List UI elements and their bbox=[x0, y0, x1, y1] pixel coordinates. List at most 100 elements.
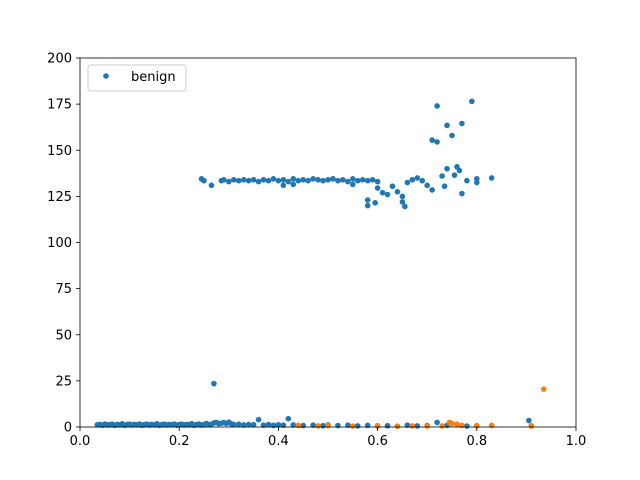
data-point bbox=[379, 189, 386, 196]
data-point bbox=[429, 137, 435, 143]
data-point bbox=[280, 422, 287, 428]
legend-marker-benign bbox=[103, 73, 109, 79]
data-point bbox=[280, 182, 287, 189]
data-point bbox=[372, 200, 378, 206]
data-point bbox=[374, 178, 381, 185]
data-point bbox=[449, 420, 455, 427]
data-point bbox=[226, 178, 232, 185]
data-point bbox=[290, 181, 297, 188]
data-point bbox=[384, 191, 391, 198]
data-point bbox=[325, 422, 331, 429]
data-point bbox=[300, 422, 307, 429]
data-point bbox=[265, 177, 272, 184]
data-point bbox=[409, 176, 416, 183]
y-tick-label: 50 bbox=[55, 328, 72, 343]
data-point bbox=[270, 176, 277, 182]
data-point bbox=[399, 199, 406, 205]
data-point bbox=[409, 423, 416, 429]
data-point bbox=[340, 176, 346, 183]
data-point bbox=[315, 423, 321, 429]
data-point bbox=[310, 176, 316, 182]
data-point bbox=[394, 188, 401, 195]
data-point bbox=[459, 190, 465, 197]
data-point bbox=[369, 176, 376, 183]
data-point bbox=[250, 421, 257, 428]
x-tick-label: 0.0 bbox=[70, 434, 91, 449]
data-point bbox=[345, 422, 351, 428]
data-point bbox=[250, 176, 257, 183]
data-point bbox=[441, 183, 448, 190]
data-point bbox=[449, 132, 455, 139]
data-point bbox=[240, 422, 247, 428]
data-point bbox=[364, 177, 371, 184]
data-point bbox=[464, 177, 470, 184]
data-point bbox=[474, 179, 480, 186]
y-tick-label: 75 bbox=[55, 282, 72, 297]
data-point bbox=[424, 182, 431, 189]
data-point bbox=[245, 421, 252, 428]
data-point bbox=[255, 178, 262, 185]
data-point bbox=[399, 193, 406, 200]
y-tick-label: 200 bbox=[47, 52, 72, 67]
x-tick-label: 1.0 bbox=[566, 434, 587, 449]
data-point bbox=[488, 175, 495, 181]
data-point bbox=[211, 380, 217, 387]
data-point bbox=[434, 103, 440, 109]
data-point bbox=[384, 422, 391, 429]
data-point bbox=[320, 177, 326, 184]
data-point bbox=[285, 178, 292, 185]
data-point bbox=[201, 177, 207, 184]
y-tick-label: 175 bbox=[47, 98, 72, 113]
data-point bbox=[414, 175, 421, 181]
x-tick-label: 0.2 bbox=[169, 434, 190, 449]
data-point bbox=[235, 421, 242, 428]
data-point bbox=[389, 183, 396, 190]
data-point bbox=[526, 417, 532, 424]
data-point bbox=[439, 423, 445, 429]
data-point bbox=[374, 185, 381, 191]
data-point bbox=[350, 181, 356, 188]
data-point bbox=[230, 421, 237, 428]
data-point bbox=[540, 386, 547, 392]
data-point bbox=[305, 177, 311, 184]
data-point bbox=[359, 176, 366, 183]
data-point bbox=[439, 173, 445, 179]
x-tick-label: 0.4 bbox=[268, 434, 289, 449]
x-tick-label: 0.8 bbox=[466, 434, 487, 449]
data-point bbox=[404, 179, 411, 186]
data-point bbox=[429, 187, 435, 193]
y-tick-label: 25 bbox=[55, 374, 72, 389]
data-point bbox=[394, 423, 401, 430]
data-point bbox=[456, 167, 463, 174]
data-point bbox=[354, 423, 361, 429]
data-point bbox=[235, 177, 242, 184]
data-point bbox=[414, 423, 421, 429]
data-point bbox=[451, 172, 458, 178]
legend-box bbox=[87, 64, 187, 92]
data-point bbox=[240, 176, 247, 183]
legend-label-benign: benign bbox=[131, 70, 176, 85]
legend: benign bbox=[87, 64, 187, 92]
data-point bbox=[364, 202, 371, 209]
data-point bbox=[444, 122, 450, 129]
data-point bbox=[230, 176, 237, 183]
data-point bbox=[354, 177, 361, 184]
data-point bbox=[275, 177, 282, 184]
data-point bbox=[335, 422, 341, 429]
data-point bbox=[300, 176, 307, 183]
y-tick-label: 125 bbox=[47, 190, 72, 205]
data-point bbox=[280, 176, 287, 183]
data-point bbox=[208, 182, 215, 189]
y-axis: 0 25 50 75 100 125 150 175 200 bbox=[47, 52, 80, 436]
data-point bbox=[260, 176, 267, 183]
data-point bbox=[404, 422, 411, 428]
data-point bbox=[265, 421, 272, 428]
data-point bbox=[350, 423, 356, 429]
y-tick-label: 100 bbox=[47, 236, 72, 251]
data-point bbox=[469, 98, 475, 105]
data-point bbox=[325, 176, 331, 183]
data-point bbox=[335, 177, 341, 184]
data-point bbox=[255, 416, 262, 423]
data-point bbox=[260, 422, 267, 428]
